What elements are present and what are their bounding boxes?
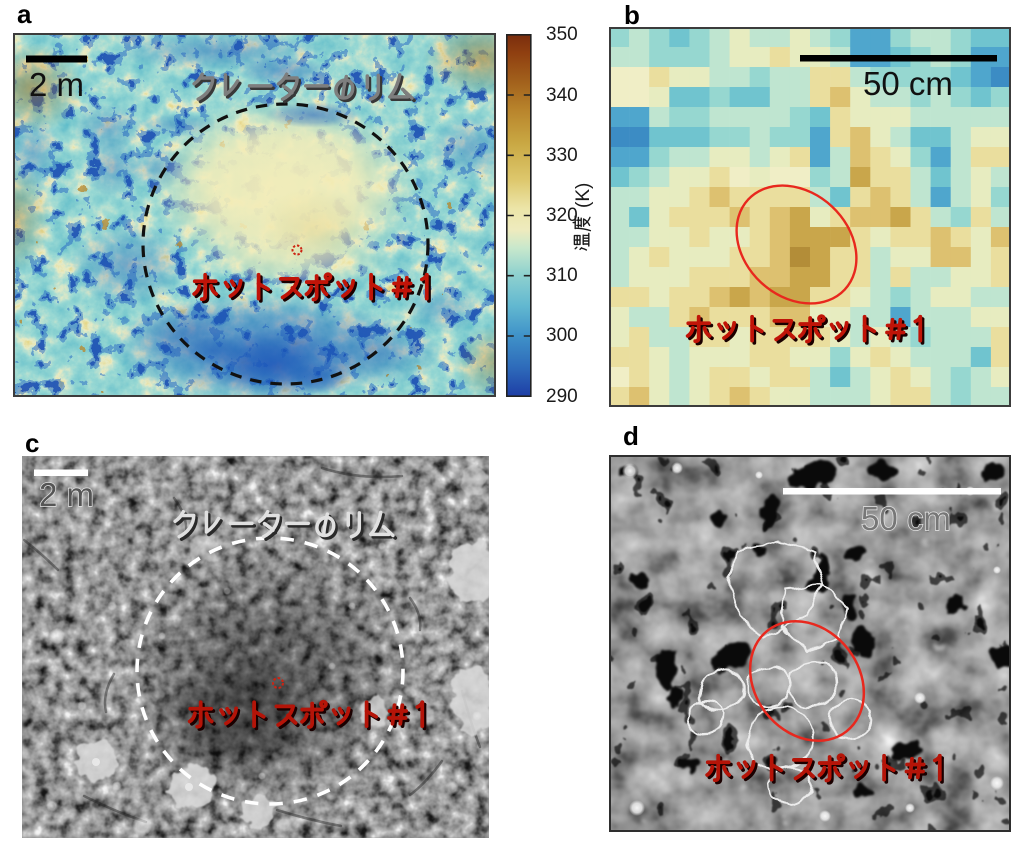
- svg-text:50 cm: 50 cm: [861, 500, 951, 537]
- svg-text:50 cm: 50 cm: [863, 65, 953, 102]
- svg-text:2 m: 2 m: [29, 66, 84, 103]
- svg-text:(K): (K): [573, 183, 594, 208]
- svg-text:2 m: 2 m: [39, 476, 94, 513]
